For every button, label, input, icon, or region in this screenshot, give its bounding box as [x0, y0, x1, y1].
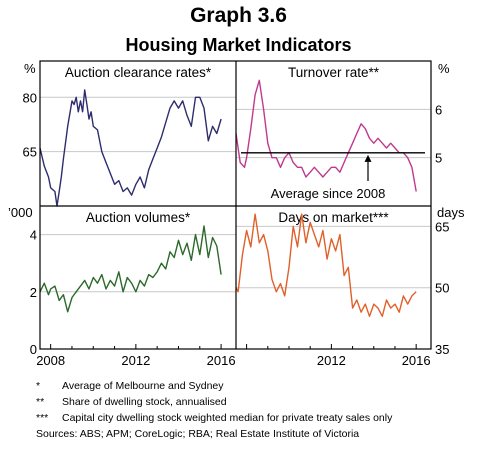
graph-title: Housing Market Indicators — [125, 35, 352, 55]
series-line — [235, 213, 417, 317]
x-tick-label: 2012 — [121, 353, 150, 368]
y-tick-label: 35 — [435, 342, 449, 357]
panel-1: 65 80 Auction clearance rates* — [23, 65, 236, 207]
unit-label-bottom-right: days — [437, 205, 465, 220]
unit-label-top-left: % — [24, 61, 36, 76]
x-tick-label: 2016 — [207, 353, 236, 368]
y-tick-label: 65 — [435, 219, 449, 234]
panel-title: Days on market*** — [278, 210, 389, 225]
series-line — [235, 79, 417, 192]
graph-number: Graph 3.6 — [190, 4, 287, 27]
series-line — [39, 89, 222, 207]
sources: Sources: ABS; APM; CoreLogic; RBA; Real … — [36, 428, 360, 440]
y-tick-label: 0 — [30, 342, 37, 357]
y-tick-label: 50 — [435, 281, 449, 296]
footnote-3: *** Capital city dwelling stock weighted … — [36, 412, 393, 424]
y-tick-label: 80 — [23, 90, 37, 105]
x-tick-label: 2012 — [317, 353, 346, 368]
panel-2: 5 6 Turnover rate** Average since 2008 — [235, 65, 442, 201]
unit-label-top-right: % — [438, 61, 450, 76]
panel-3: 0 2 4 Auction volumes* — [30, 210, 236, 357]
series-line — [39, 225, 222, 313]
y-tick-label: 4 — [30, 228, 37, 243]
annotation-label: Average since 2008 — [271, 186, 386, 201]
chart-area: 65 80 Auction clearance rates* 5 6 Turnover r… — [8, 60, 465, 368]
x-tick-label: 2008 — [36, 353, 65, 368]
y-tick-label: 5 — [435, 151, 442, 166]
panel-title: Auction volumes* — [86, 210, 191, 225]
y-tick-label: 65 — [23, 145, 37, 160]
panel-4: 35 50 65 Days on market*** — [235, 210, 449, 357]
footnote-2: ** Share of dwelling stock, annualised — [36, 396, 227, 408]
unit-label-bottom-left: ’000 — [8, 205, 33, 220]
x-tick-label: 2016 — [402, 353, 431, 368]
y-tick-label: 6 — [435, 102, 442, 117]
panel-title: Auction clearance rates* — [65, 65, 212, 80]
y-tick-label: 2 — [30, 285, 37, 300]
footnote-1: * Average of Melbourne and Sydney — [36, 380, 224, 392]
footnotes: * Average of Melbourne and Sydney ** Share… — [36, 378, 392, 442]
panel-title: Turnover rate** — [288, 65, 380, 80]
annotation-arrowhead — [364, 154, 372, 162]
